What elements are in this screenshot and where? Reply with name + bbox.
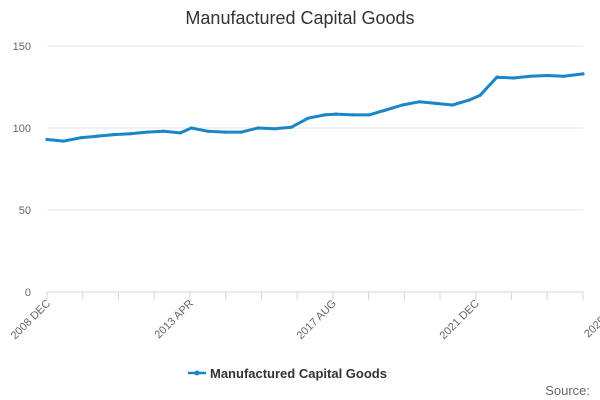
x-axis bbox=[46, 291, 584, 300]
data-point[interactable] bbox=[581, 72, 585, 76]
source-label: Source: bbox=[545, 383, 590, 398]
x-tick-label: 2008 DEC bbox=[9, 298, 53, 342]
data-point[interactable] bbox=[45, 137, 49, 142]
y-tick-label: 100 bbox=[13, 123, 31, 135]
data-point[interactable] bbox=[256, 126, 260, 130]
chart-title: Manufactured Capital Goods bbox=[185, 8, 414, 28]
data-point[interactable] bbox=[350, 113, 355, 117]
x-tick-label: 2025 JAN bbox=[582, 298, 600, 341]
y-axis-tick-labels: 0 50 100 150 bbox=[13, 41, 31, 299]
x-tick-label: 2013 APR bbox=[153, 298, 197, 342]
data-point[interactable] bbox=[178, 131, 182, 135]
data-point[interactable] bbox=[273, 127, 277, 131]
data-point[interactable] bbox=[239, 130, 243, 134]
y-tick-label: 50 bbox=[19, 205, 31, 217]
data-point[interactable] bbox=[78, 136, 82, 140]
data-point[interactable] bbox=[562, 74, 566, 78]
data-point[interactable] bbox=[367, 113, 371, 117]
data-point[interactable] bbox=[128, 132, 132, 136]
data-point[interactable] bbox=[434, 101, 438, 105]
data-point[interactable] bbox=[478, 93, 482, 97]
x-tick-label: 2017 AUG bbox=[295, 298, 339, 342]
x-tick-label: 2021 DEC bbox=[438, 298, 482, 342]
data-point[interactable] bbox=[95, 134, 99, 138]
y-tick-label: 150 bbox=[13, 41, 31, 53]
data-point[interactable] bbox=[384, 108, 388, 112]
series-line[interactable] bbox=[45, 72, 585, 143]
data-point[interactable] bbox=[334, 112, 338, 116]
data-point[interactable] bbox=[189, 126, 193, 130]
data-point[interactable] bbox=[467, 98, 471, 102]
data-point[interactable] bbox=[495, 75, 499, 79]
y-tick-label: 0 bbox=[25, 287, 31, 299]
data-point[interactable] bbox=[323, 113, 327, 117]
data-point[interactable] bbox=[206, 129, 210, 133]
data-point[interactable] bbox=[545, 73, 549, 78]
legend-swatch-marker bbox=[194, 370, 200, 376]
series-group bbox=[45, 72, 585, 143]
data-point[interactable] bbox=[62, 139, 66, 143]
data-point[interactable] bbox=[450, 103, 455, 107]
data-point[interactable] bbox=[528, 74, 532, 78]
data-point[interactable] bbox=[511, 76, 516, 80]
data-point[interactable] bbox=[306, 116, 310, 120]
data-point[interactable] bbox=[400, 103, 405, 107]
gridlines bbox=[47, 45, 583, 211]
legend-label: Manufactured Capital Goods bbox=[210, 366, 387, 381]
data-point[interactable] bbox=[417, 100, 421, 104]
data-point[interactable] bbox=[289, 125, 293, 129]
data-point[interactable] bbox=[112, 133, 116, 137]
data-point[interactable] bbox=[162, 129, 166, 133]
x-axis-tick-labels: 2008 DEC 2013 APR 2017 AUG 2021 DEC 2025 JAN bbox=[9, 298, 600, 342]
data-point[interactable] bbox=[223, 130, 227, 134]
legend[interactable]: Manufactured Capital Goods bbox=[188, 366, 387, 381]
data-point[interactable] bbox=[145, 130, 149, 134]
